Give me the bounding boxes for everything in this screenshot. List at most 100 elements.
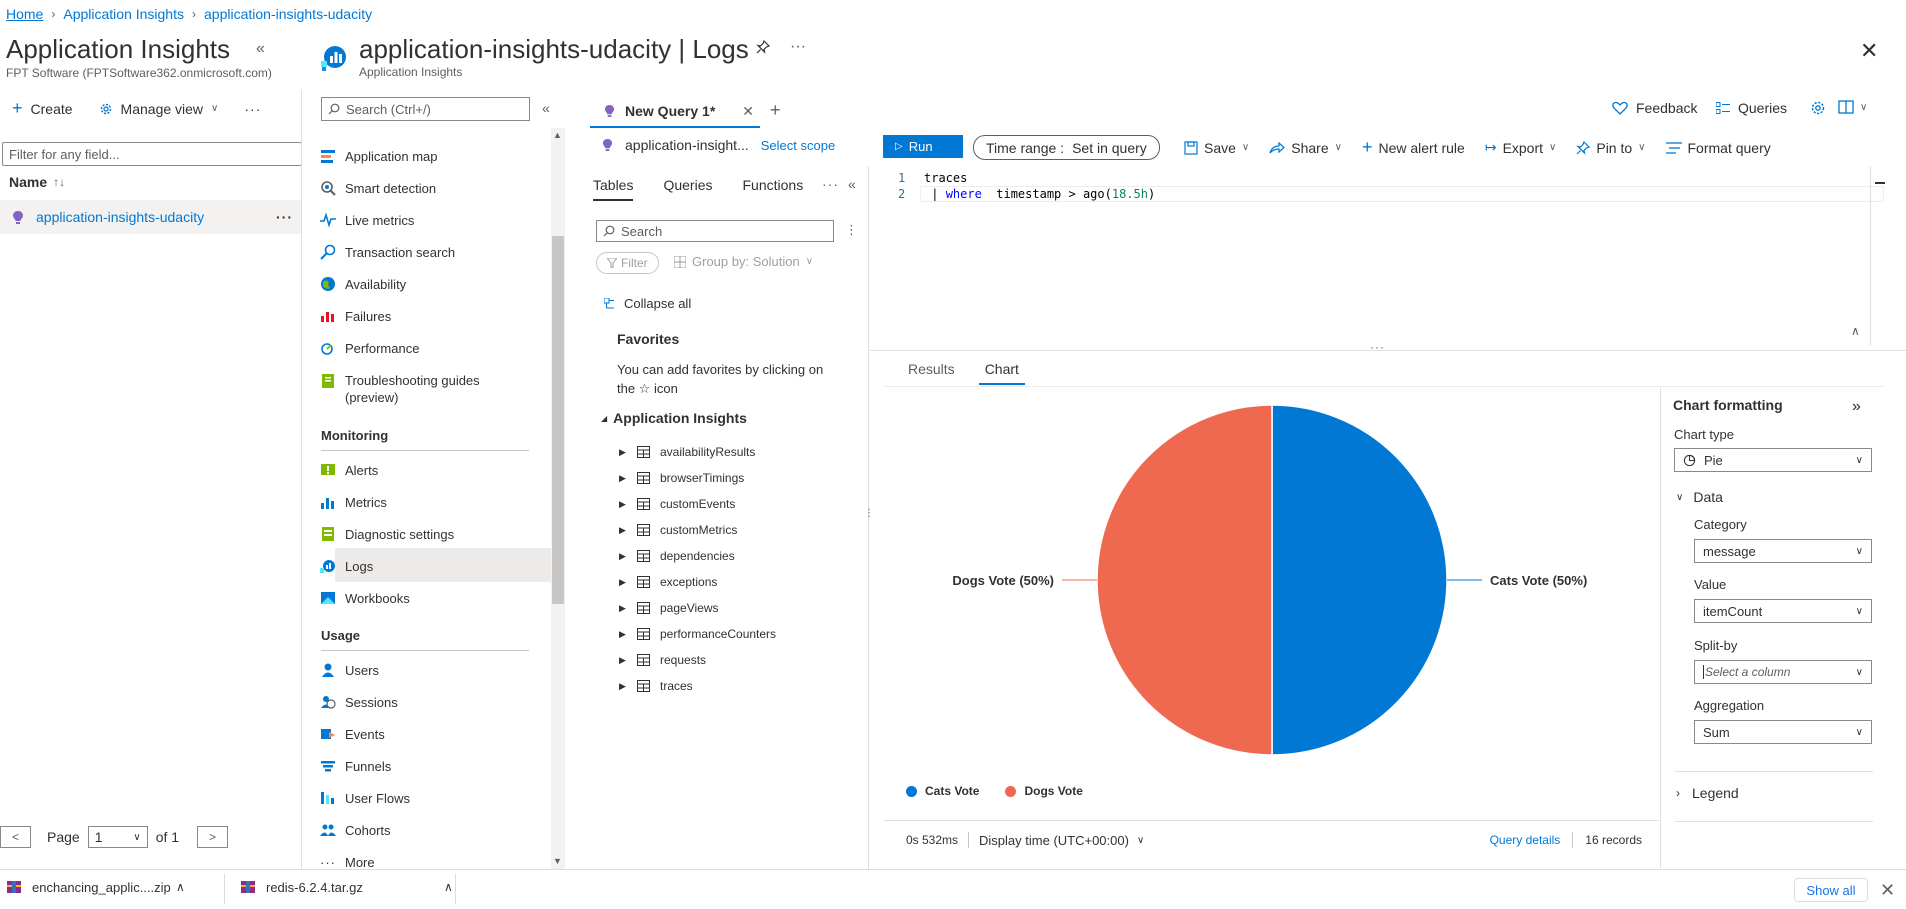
nav-item-alerts[interactable]: Alerts (320, 462, 378, 478)
row-more-button[interactable]: ··· (276, 209, 293, 225)
pie-slice-cats-vote[interactable] (1271, 404, 1448, 756)
nav-item-troubleshooting[interactable]: Troubleshooting guides (preview) (320, 372, 480, 406)
nav-item-funnels[interactable]: Funnels (320, 758, 391, 774)
tab-results[interactable]: Results (908, 361, 955, 377)
legend-section-toggle[interactable]: › Legend (1676, 785, 1739, 801)
schema-more-button[interactable]: ··· (822, 176, 839, 192)
nav-item-live-metrics[interactable]: Live metrics (320, 212, 414, 228)
collapse-schema-icon[interactable]: « (848, 176, 856, 192)
format-query-button[interactable]: Format query (1665, 140, 1771, 156)
close-icon[interactable]: ✕ (1860, 38, 1879, 63)
close-tab-icon[interactable]: ✕ (742, 102, 754, 119)
nav-item-logs[interactable]: Logs (320, 558, 373, 574)
nav-item-availability[interactable]: Availability (320, 276, 406, 292)
split-by-select[interactable]: Select a column ∨ (1694, 660, 1872, 684)
pin-icon[interactable] (756, 40, 770, 54)
nav-item-users[interactable]: Users (320, 662, 379, 678)
schema-table-item[interactable]: ▶ customEvents (619, 497, 736, 511)
tab-new-query[interactable]: New Query 1* ✕ (590, 96, 760, 128)
vertical-grip-icon[interactable]: ⋮ (864, 508, 874, 519)
feedback-button[interactable]: Feedback (1612, 100, 1697, 116)
resource-more-button[interactable]: ··· (790, 38, 806, 55)
schema-table-item[interactable]: ▶ performanceCounters (619, 627, 777, 641)
menu-scrollbar-thumb[interactable] (552, 236, 564, 604)
schema-table-item[interactable]: ▶ exceptions (619, 575, 718, 589)
nav-item-workbooks[interactable]: Workbooks (320, 590, 410, 606)
time-range-button[interactable]: Time range : Set in query (973, 135, 1160, 160)
chevron-up-icon[interactable]: ∧ (176, 880, 185, 894)
value-select[interactable]: itemCount ∨ (1694, 599, 1872, 623)
aggregation-select[interactable]: Sum ∨ (1694, 720, 1872, 744)
nav-item-smart-detection[interactable]: Smart detection (320, 180, 436, 196)
page-select[interactable]: 1 ∨ (87, 826, 148, 848)
horizontal-grip-icon[interactable]: ··· (1370, 340, 1385, 354)
share-button[interactable]: Share ∨ (1269, 140, 1342, 156)
nav-item-user-flows[interactable]: User Flows (320, 790, 410, 806)
panel-splitter[interactable] (868, 166, 869, 869)
add-tab-icon[interactable]: + (770, 100, 781, 120)
legend-item[interactable]: Cats Vote (906, 784, 979, 798)
breadcrumb-resource[interactable]: application-insights-udacity (204, 6, 373, 22)
schema-table-item[interactable]: ▶ dependencies (619, 549, 735, 563)
tab-chart[interactable]: Chart (978, 361, 1025, 385)
nav-item-cohorts[interactable]: Cohorts (320, 822, 391, 838)
schema-table-item[interactable]: ▶ pageViews (619, 601, 719, 615)
breadcrumb-application-insights[interactable]: Application Insights (63, 6, 184, 22)
settings-gear-icon[interactable] (1810, 100, 1826, 116)
create-button[interactable]: + Create (12, 98, 73, 118)
show-all-downloads-button[interactable]: Show all (1794, 878, 1868, 902)
download-item-2[interactable]: redis-6.2.4.tar.gz ∧ (240, 879, 453, 895)
tab-tables[interactable]: Tables (593, 177, 634, 201)
group-by-button[interactable]: Group by: Solution ∨ (674, 254, 813, 269)
editor-scrollbar[interactable] (1870, 166, 1885, 346)
save-button[interactable]: Save ∨ (1184, 140, 1249, 156)
legend-item[interactable]: Dogs Vote (1005, 784, 1083, 798)
tab-functions[interactable]: Functions (742, 177, 804, 193)
nav-item-sessions[interactable]: Sessions (320, 694, 398, 710)
chart-type-select[interactable]: Pie ∨ (1674, 448, 1872, 472)
book-button[interactable]: ∨ (1838, 100, 1867, 114)
scroll-up-icon[interactable]: ▲ (553, 130, 562, 140)
export-button[interactable]: ↦ Export ∨ (1484, 139, 1557, 156)
schema-table-item[interactable]: ▶ browserTimings (619, 471, 745, 485)
new-alert-rule-button[interactable]: + New alert rule (1361, 137, 1465, 157)
schema-table-item[interactable]: ▶ availabilityResults (619, 445, 756, 459)
pie-slice-dogs-vote[interactable] (1096, 404, 1273, 756)
name-column-header[interactable]: Name ↑↓ (9, 174, 66, 190)
close-downloads-icon[interactable]: ✕ (1880, 880, 1896, 900)
manage-view-button[interactable]: Manage view ∨ (99, 101, 218, 117)
pin-to-button[interactable]: Pin to ∨ (1576, 140, 1646, 156)
run-button[interactable]: ▷ Run (883, 135, 963, 158)
nav-item-transaction-search[interactable]: Transaction search (320, 244, 455, 260)
category-select[interactable]: message ∨ (1694, 539, 1872, 563)
schema-group-application-insights[interactable]: ◢ Application Insights (601, 410, 747, 426)
data-section-toggle[interactable]: ∨ Data (1676, 489, 1723, 505)
collapse-all-button[interactable]: Collapse all (604, 296, 691, 311)
nav-item-metrics[interactable]: Metrics (320, 494, 387, 510)
collapse-editor-icon[interactable]: ∧ (1851, 324, 1860, 338)
menu-search-input[interactable]: Search (Ctrl+/) (321, 97, 530, 121)
collapse-menu-icon[interactable]: « (542, 100, 550, 116)
prev-page-button[interactable]: < (0, 826, 31, 848)
next-page-button[interactable]: > (197, 826, 229, 848)
display-time-dropdown[interactable]: Display time (UTC+00:00) ∨ (979, 832, 1145, 848)
filter-button[interactable]: Filter (596, 252, 659, 274)
table-row[interactable]: application-insights-udacity ··· (0, 200, 301, 234)
nav-item-more[interactable]: ··· More (320, 854, 375, 870)
collapse-left-icon[interactable]: « (256, 40, 265, 57)
nav-item-failures[interactable]: Failures (320, 308, 391, 324)
query-details-link[interactable]: Query details (1489, 833, 1561, 847)
nav-item-events[interactable]: Events (320, 726, 385, 742)
resource-link[interactable]: application-insights-udacity (36, 209, 205, 225)
more-actions-button[interactable]: ··· (244, 100, 262, 117)
breadcrumb-home[interactable]: Home (6, 6, 44, 22)
vertical-more-icon[interactable]: ⋮ (845, 222, 858, 237)
tab-queries[interactable]: Queries (663, 177, 713, 193)
chevron-up-icon[interactable]: ∧ (444, 880, 453, 894)
schema-table-item[interactable]: ▶ traces (619, 679, 693, 693)
schema-table-item[interactable]: ▶ requests (619, 653, 707, 667)
editor-results-splitter[interactable] (870, 350, 1906, 351)
nav-item-diagnostic-settings[interactable]: Diagnostic settings (320, 526, 454, 542)
nav-item-performance[interactable]: Performance (320, 340, 419, 356)
select-scope-link[interactable]: Select scope (760, 137, 836, 153)
